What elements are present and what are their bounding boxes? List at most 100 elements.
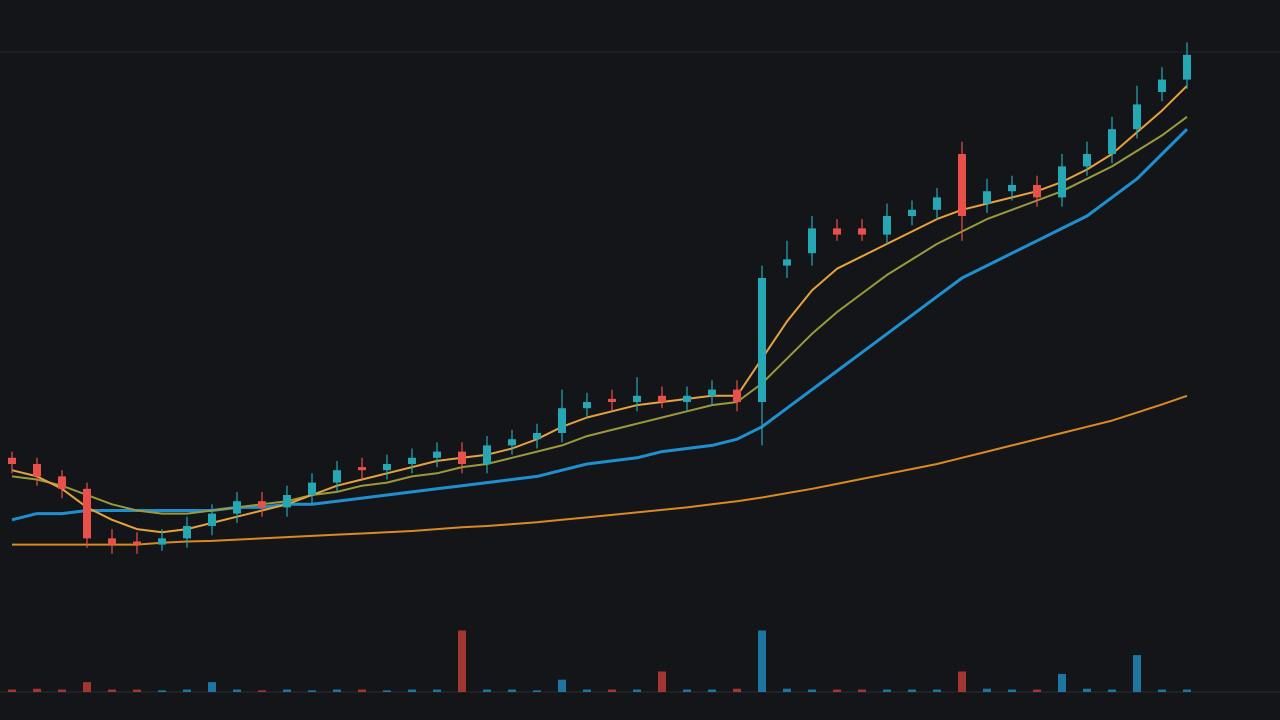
volume-bar — [1183, 689, 1191, 692]
volume-bar — [283, 689, 291, 692]
candle-body — [558, 408, 566, 433]
candle-body — [408, 457, 416, 464]
volume-bar — [58, 689, 66, 692]
volume-bar — [808, 689, 816, 692]
volume-bar — [1158, 689, 1166, 692]
volume-bar — [858, 689, 866, 692]
candle-body — [133, 541, 141, 545]
candle-body — [458, 451, 466, 464]
candle-body — [83, 488, 91, 539]
candle-body — [833, 228, 841, 235]
volume-bar — [1033, 689, 1041, 692]
volume-bar — [583, 689, 591, 692]
volume-bar — [1058, 673, 1066, 692]
volume-bar — [608, 689, 616, 692]
volume-bar — [158, 690, 166, 692]
candle-body — [1183, 54, 1191, 80]
candle-body — [783, 259, 791, 266]
volume-bar — [483, 689, 491, 692]
volume-bar — [708, 689, 716, 692]
candle-body — [1008, 185, 1016, 192]
volume-bar — [258, 690, 266, 692]
candle-body — [958, 154, 966, 216]
moving-average-line — [11, 115, 1188, 515]
volume-bar — [908, 689, 916, 692]
candle-body — [1158, 79, 1166, 92]
candle-body — [483, 445, 491, 464]
candle-body — [233, 501, 241, 514]
candle-body — [683, 395, 691, 402]
volume-bar — [558, 679, 566, 692]
candle-body — [1108, 129, 1116, 154]
candle-body — [883, 216, 891, 235]
volume-bar — [308, 690, 316, 692]
candle-body — [858, 228, 866, 235]
volume-bar — [1083, 688, 1091, 692]
volume-bar — [658, 671, 666, 692]
candle-body — [708, 389, 716, 396]
volume-bar — [1108, 689, 1116, 692]
volume-bar — [358, 689, 366, 692]
volume-bar — [8, 689, 16, 692]
moving-average-line — [11, 85, 1188, 534]
volume-bar — [83, 682, 91, 692]
volume-bar — [183, 689, 191, 692]
volume-bar — [758, 630, 766, 692]
candle-body — [158, 538, 166, 545]
volume-bar — [508, 689, 516, 692]
candle-body — [33, 464, 41, 477]
volume-bar — [208, 682, 216, 692]
candle-body — [8, 457, 16, 464]
volume-bar — [408, 689, 416, 692]
candle-body — [908, 209, 916, 216]
volume-bar — [108, 689, 116, 692]
candle-body — [58, 476, 66, 489]
volume-bar — [533, 690, 541, 692]
volume-bar — [233, 689, 241, 692]
candle-body — [658, 395, 666, 402]
candle-body — [1033, 185, 1041, 198]
volume-bar — [1008, 689, 1016, 692]
candle-body — [758, 278, 766, 402]
volume-bar — [833, 689, 841, 692]
candle-body — [308, 482, 316, 495]
candle-body — [333, 470, 341, 483]
volume-bar — [933, 689, 941, 692]
volume-bar — [683, 689, 691, 692]
volume-bar — [883, 689, 891, 692]
candle-body — [608, 398, 616, 402]
volume-bar — [983, 688, 991, 692]
candle-body — [633, 395, 641, 402]
volume-bar — [733, 688, 741, 692]
candle-body — [1133, 104, 1141, 130]
candle-body — [108, 538, 116, 545]
volume-bar — [958, 671, 966, 692]
candle-body — [733, 389, 741, 402]
candle-body — [1083, 154, 1091, 167]
candle-body — [383, 464, 391, 471]
candle-body — [583, 402, 591, 409]
volume-bar — [458, 630, 466, 692]
candle-body — [508, 439, 516, 446]
candle-body — [983, 191, 991, 204]
candle-body — [283, 495, 291, 508]
volume-bar — [133, 689, 141, 692]
candle-body — [533, 433, 541, 440]
candle-body — [933, 197, 941, 210]
candle-body — [1058, 166, 1066, 198]
candle-body — [208, 513, 216, 526]
volume-bar — [783, 688, 791, 692]
volume-bar — [433, 689, 441, 692]
volume-bar — [633, 689, 641, 692]
candle-body — [433, 451, 441, 458]
volume-bar — [333, 689, 341, 692]
candle-body — [183, 526, 191, 539]
volume-bar — [33, 688, 41, 692]
volume-bar — [1133, 655, 1141, 692]
volume-bar — [383, 690, 391, 692]
moving-average-line — [12, 394, 1188, 546]
candle-body — [358, 467, 366, 471]
candle-body — [808, 228, 816, 254]
